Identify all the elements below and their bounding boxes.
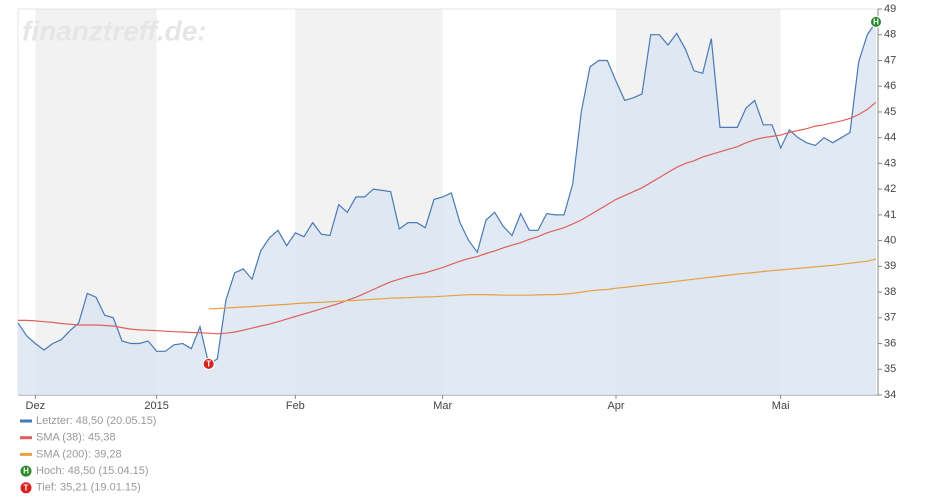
y-tick-label: 38 bbox=[884, 286, 896, 298]
y-tick-label: 40 bbox=[884, 235, 896, 247]
x-tick-label: Mai bbox=[772, 400, 790, 412]
series-line bbox=[18, 101, 877, 335]
legend-text: Tief: 35,21 (19.01.15) bbox=[36, 482, 141, 494]
legend-text: SMA (200): 39,28 bbox=[36, 448, 122, 460]
legend-text: SMA (38): 45,38 bbox=[36, 432, 116, 444]
y-tick-label: 34 bbox=[884, 389, 896, 401]
legend-icon bbox=[20, 482, 32, 494]
x-tick-label: Feb bbox=[286, 400, 305, 412]
legend-icon-symbol: H bbox=[23, 467, 29, 476]
legend-icon bbox=[20, 465, 32, 477]
y-tick-label: 43 bbox=[884, 157, 896, 169]
x-tick-label: 2015 bbox=[144, 400, 168, 412]
legend-icon-symbol: T bbox=[24, 483, 29, 492]
y-tick-label: 47 bbox=[884, 54, 896, 66]
series-line bbox=[208, 258, 877, 310]
price-area bbox=[18, 21, 876, 396]
high-marker-symbol: H bbox=[873, 17, 879, 26]
y-tick-label: 37 bbox=[884, 312, 896, 324]
high-marker bbox=[870, 15, 882, 28]
y-tick-label: 44 bbox=[884, 132, 896, 144]
y-tick-label: 35 bbox=[884, 363, 896, 375]
y-tick-label: 36 bbox=[884, 337, 896, 349]
y-tick-label: 45 bbox=[884, 106, 896, 118]
y-tick-label: 39 bbox=[884, 260, 896, 272]
low-marker-symbol: T bbox=[206, 359, 211, 368]
y-tick-label: 48 bbox=[884, 29, 896, 41]
legend-text: Letzter: 48,50 (20.05.15) bbox=[36, 415, 156, 427]
y-tick-label: 46 bbox=[884, 80, 896, 92]
watermark: finanztreff.de: bbox=[22, 15, 207, 46]
y-tick-label: 41 bbox=[884, 209, 896, 221]
low-marker bbox=[202, 357, 215, 370]
y-tick-label: 49 bbox=[884, 3, 896, 15]
legend-swatch bbox=[20, 436, 32, 440]
y-tick-label: 42 bbox=[884, 183, 896, 195]
x-tick-label: Dez bbox=[26, 400, 46, 412]
x-tick-label: Apr bbox=[607, 400, 624, 412]
legend-swatch bbox=[20, 419, 32, 423]
legend-swatch bbox=[20, 452, 32, 456]
x-tick-label: Mar bbox=[433, 400, 452, 412]
legend-text: Hoch: 48,50 (15.04.15) bbox=[36, 465, 149, 477]
series-line bbox=[17, 21, 877, 365]
